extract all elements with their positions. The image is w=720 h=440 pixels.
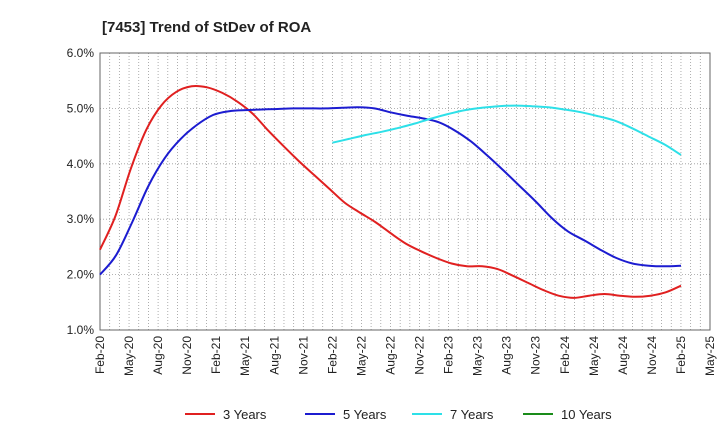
series-line-3-years: [99, 84, 682, 299]
x-tick-label: Feb-21: [209, 336, 223, 374]
x-axis-ticks: Feb-20 May-20 Aug-20 Nov-20 Feb-21 May-21 Aug-…: [93, 336, 717, 376]
x-tick-label: Nov-21: [296, 336, 310, 375]
legend-label: 5 Years: [343, 407, 387, 422]
x-tick-label: May-21: [238, 336, 252, 376]
series-line-7-years: [332, 104, 682, 156]
x-tick-label: Nov-22: [413, 336, 427, 375]
y-tick-label: 1.0%: [67, 323, 95, 337]
grid-lines: [100, 53, 710, 330]
x-tick-label: Feb-24: [558, 336, 572, 374]
x-tick-label: Feb-23: [442, 336, 456, 374]
y-tick-label: 6.0%: [67, 46, 95, 60]
x-tick-label: Aug-20: [151, 336, 165, 375]
x-tick-label: May-24: [587, 336, 601, 376]
y-tick-label: 4.0%: [67, 157, 95, 171]
x-tick-label: May-22: [354, 336, 368, 376]
series-lines: [99, 84, 682, 299]
y-tick-label: 2.0%: [67, 268, 95, 282]
x-tick-label: Aug-23: [500, 336, 514, 375]
legend-label: 7 Years: [450, 407, 494, 422]
x-tick-label: Feb-22: [325, 336, 339, 374]
x-tick-label: Aug-24: [616, 336, 630, 375]
legend-label: 10 Years: [561, 407, 612, 422]
x-tick-label: May-25: [703, 336, 717, 376]
y-axis-ticks: 1.0% 2.0% 3.0% 4.0% 5.0% 6.0%: [67, 46, 95, 337]
x-tick-label: Nov-23: [529, 336, 543, 375]
x-tick-label: Feb-25: [674, 336, 688, 374]
legend-label: 3 Years: [223, 407, 267, 422]
y-tick-label: 5.0%: [67, 101, 95, 115]
series-line-5-years: [99, 106, 682, 276]
plot-frame: [99, 52, 711, 331]
x-tick-label: May-23: [471, 336, 485, 376]
y-tick-label: 3.0%: [67, 212, 95, 226]
x-tick-label: May-20: [122, 336, 136, 376]
chart-title: [7453] Trend of StDev of ROA: [102, 19, 311, 36]
x-tick-label: Nov-20: [180, 336, 194, 375]
x-tick-label: Aug-21: [267, 336, 281, 375]
legend: 3 Years 5 Years 7 Years 10 Years: [185, 407, 612, 422]
x-tick-label: Nov-24: [645, 336, 659, 375]
x-tick-label: Feb-20: [93, 336, 107, 374]
x-tick-label: Aug-22: [383, 336, 397, 375]
